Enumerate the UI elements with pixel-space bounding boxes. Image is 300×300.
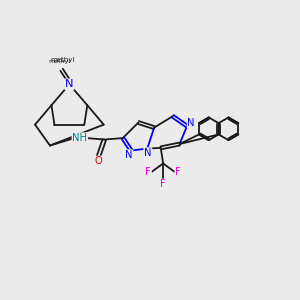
Text: methyl: methyl xyxy=(48,59,70,64)
Text: F: F xyxy=(145,167,151,177)
Text: N: N xyxy=(144,148,152,158)
Text: F: F xyxy=(175,167,181,177)
Text: O: O xyxy=(94,156,102,166)
Text: N: N xyxy=(125,150,133,160)
Text: NH: NH xyxy=(72,133,87,143)
Text: N: N xyxy=(188,118,195,128)
Text: methyl: methyl xyxy=(51,57,75,63)
Text: N: N xyxy=(65,79,74,89)
Text: F: F xyxy=(160,179,166,189)
